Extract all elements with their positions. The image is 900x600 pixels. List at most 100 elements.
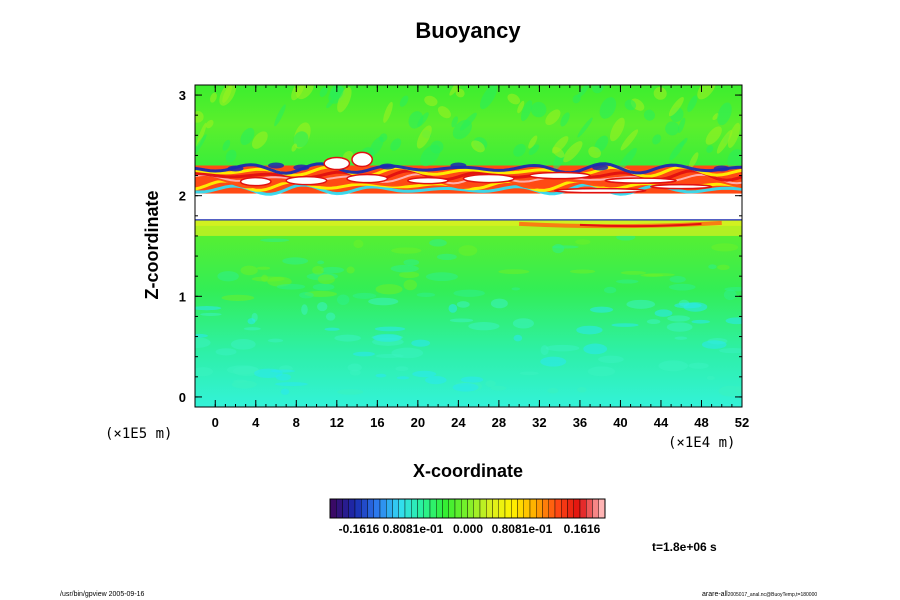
field-texture xyxy=(243,327,261,331)
x-tick-label: 36 xyxy=(573,415,587,430)
cold-patch xyxy=(227,165,244,172)
colorbar-cell xyxy=(511,498,518,519)
field-texture xyxy=(230,338,256,350)
field-texture xyxy=(395,366,409,372)
colorbar-cell xyxy=(423,498,431,519)
field-texture xyxy=(460,376,484,383)
colorbar-cell xyxy=(498,498,506,519)
field-texture xyxy=(317,301,328,312)
colorbar-frame xyxy=(329,498,606,519)
field-texture xyxy=(247,318,256,325)
field-texture xyxy=(195,337,211,349)
field-texture xyxy=(697,85,717,100)
colorbar-cell xyxy=(517,498,524,519)
field-texture xyxy=(222,139,231,151)
field-texture xyxy=(221,294,255,301)
field-texture xyxy=(674,302,702,309)
field-texture xyxy=(708,264,717,270)
field-texture xyxy=(643,109,656,121)
wave-core xyxy=(323,156,351,171)
field-texture xyxy=(326,98,335,109)
x-tick-label: 48 xyxy=(694,415,708,430)
cold-patch xyxy=(592,164,609,171)
field-texture xyxy=(609,117,625,142)
chart-title: Buoyancy xyxy=(415,18,521,43)
y-tick-label: 3 xyxy=(179,88,186,103)
field-texture xyxy=(282,257,309,265)
field-texture xyxy=(624,99,637,111)
field-texture xyxy=(603,286,617,294)
colorbar-cell xyxy=(479,498,487,519)
x-tick-label: 32 xyxy=(532,415,546,430)
y-axis-label: Z-coordinate xyxy=(142,190,162,299)
field-texture xyxy=(391,247,422,254)
field-texture xyxy=(654,309,673,317)
field-texture xyxy=(598,355,624,364)
field-texture xyxy=(325,312,336,321)
field-texture xyxy=(225,149,237,163)
saturated-layer xyxy=(195,193,742,220)
colorbar-cell xyxy=(417,498,424,519)
field-texture xyxy=(291,85,305,101)
lower-streak xyxy=(579,222,702,228)
field-texture xyxy=(369,136,384,156)
field-texture xyxy=(368,297,399,306)
x-axis: 0 4 8 12 16 20 24 28 32 36 40 44 48 52 xyxy=(212,85,749,430)
x-axis-label: X-coordinate xyxy=(413,461,523,481)
field-texture xyxy=(274,104,286,127)
field-texture xyxy=(352,351,375,357)
field-texture xyxy=(301,304,308,315)
field-texture xyxy=(701,340,727,349)
field-texture xyxy=(507,93,521,105)
field-texture xyxy=(575,239,591,245)
field-texture xyxy=(274,382,308,387)
field-texture xyxy=(560,112,570,127)
field-texture xyxy=(528,144,540,156)
field-texture xyxy=(517,100,525,114)
colorbar-cell xyxy=(436,498,443,519)
x-tick-label: 44 xyxy=(654,415,669,430)
field-texture xyxy=(416,292,436,298)
field-texture xyxy=(668,283,696,291)
field-texture xyxy=(195,367,214,377)
field-texture xyxy=(513,334,523,342)
wave-core xyxy=(528,171,591,180)
field-texture xyxy=(540,356,567,367)
x-tick-label: 12 xyxy=(330,415,344,430)
colorbar-cell xyxy=(504,498,512,519)
field-texture xyxy=(453,289,485,297)
field-texture xyxy=(490,298,508,309)
colorbar-cell xyxy=(348,498,356,519)
field-texture xyxy=(456,301,470,308)
colorbar-cell xyxy=(386,498,393,519)
colorbar-cell xyxy=(529,498,537,519)
field-texture xyxy=(293,131,309,148)
field-texture xyxy=(583,343,608,355)
field-texture xyxy=(411,339,431,347)
colorbar-cell xyxy=(336,498,343,519)
colorbar-cell xyxy=(542,498,549,519)
field-texture xyxy=(256,266,271,270)
field-texture xyxy=(669,141,685,161)
field-texture xyxy=(403,259,420,266)
field-texture xyxy=(383,101,393,123)
field-texture xyxy=(452,383,479,392)
field-texture xyxy=(312,265,324,275)
field-texture xyxy=(336,294,350,306)
y-tick-label: 0 xyxy=(179,390,186,405)
field-texture xyxy=(205,119,214,129)
field-texture xyxy=(390,138,402,151)
x-tick-label: 20 xyxy=(411,415,425,430)
field-texture xyxy=(353,239,364,249)
colorbar-label: 0.8081e-01 xyxy=(492,522,553,536)
field-texture xyxy=(337,86,352,113)
field-texture xyxy=(611,323,639,327)
colorbar-cell xyxy=(554,498,562,519)
y-tick-label: 1 xyxy=(179,289,186,304)
field-texture xyxy=(669,275,686,283)
x-tick-label: 28 xyxy=(492,415,506,430)
colorbar-cell xyxy=(342,498,349,519)
colorbar-cell xyxy=(367,498,374,519)
colorbar-cell xyxy=(523,498,531,519)
x-tick-label: 24 xyxy=(451,415,466,430)
